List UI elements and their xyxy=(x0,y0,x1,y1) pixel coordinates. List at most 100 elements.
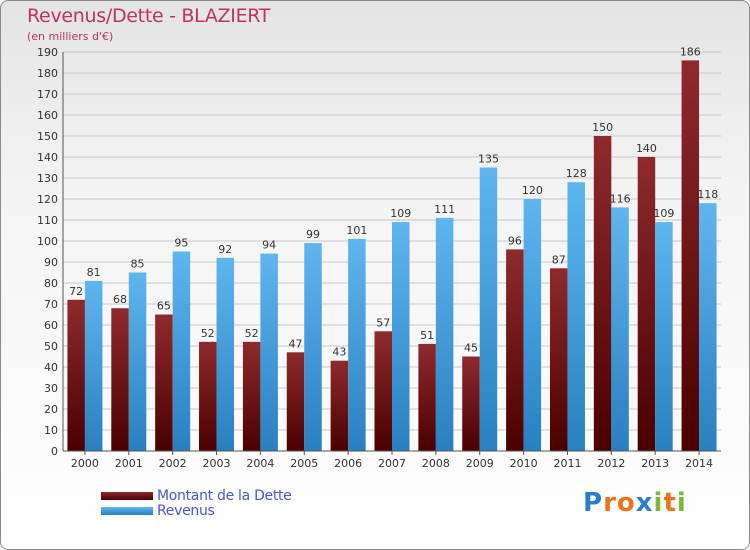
value-label: 99 xyxy=(306,228,320,241)
y-tick-label: 30 xyxy=(44,382,58,395)
y-tick-label: 90 xyxy=(44,256,58,269)
bar-revenus xyxy=(216,257,235,451)
value-label: 128 xyxy=(566,167,587,180)
y-tick-label: 170 xyxy=(37,88,58,101)
logo-letter: i xyxy=(676,488,687,518)
value-label: 116 xyxy=(610,192,631,205)
legend-label-dette: Montant de la Dette xyxy=(157,487,292,504)
bar-dette xyxy=(286,352,305,451)
bars xyxy=(67,60,717,452)
x-tick-label: 2003 xyxy=(203,457,231,470)
bar-revenus xyxy=(392,222,410,451)
bar-dette xyxy=(418,343,436,451)
y-tick-label: 40 xyxy=(44,361,58,374)
y-axis-tick-labels: 0 10 20 30 40 50 60 70 80 90 100 110 120 130 140 150 160… xyxy=(37,46,58,458)
value-label: 72 xyxy=(69,285,83,298)
value-label: 120 xyxy=(522,184,543,197)
y-tick-label: 150 xyxy=(37,130,58,143)
logo-letter: o xyxy=(616,488,636,518)
value-label: 51 xyxy=(420,329,434,342)
legend-item-dette: Montant de la Dette xyxy=(101,487,292,504)
bar-revenus xyxy=(611,207,629,451)
x-tick-label: 2001 xyxy=(115,457,143,470)
bar-revenus xyxy=(479,167,498,451)
bar-revenus xyxy=(128,272,147,451)
x-tick-label: 2007 xyxy=(378,457,406,470)
chart-subtitle: (en milliers d'€) xyxy=(27,30,114,43)
bar-dette xyxy=(374,331,392,451)
chart-title: Revenus/Dette - BLAZIERT xyxy=(27,5,271,27)
value-label: 135 xyxy=(478,153,499,166)
x-tick-label: 2010 xyxy=(510,457,538,470)
y-tick-label: 0 xyxy=(51,445,58,458)
bar-revenus xyxy=(435,217,454,451)
bar-revenus xyxy=(304,243,322,451)
legend-label-revenus: Revenus xyxy=(157,502,215,519)
value-label: 140 xyxy=(636,142,657,155)
x-tick-label: 2008 xyxy=(422,457,450,470)
logo-letter: r xyxy=(603,488,617,518)
bar-revenus xyxy=(699,203,717,451)
y-tick-label: 160 xyxy=(37,109,58,122)
logo-letter: i xyxy=(653,488,664,518)
value-label: 87 xyxy=(552,253,566,266)
y-tick-label: 190 xyxy=(37,46,58,59)
value-label: 101 xyxy=(346,224,367,237)
value-label: 94 xyxy=(262,239,276,252)
y-tick-label: 80 xyxy=(44,277,58,290)
x-tick-label: 2012 xyxy=(597,457,625,470)
bar-revenus xyxy=(567,182,585,451)
value-label: 85 xyxy=(131,258,145,271)
y-tick-label: 10 xyxy=(44,424,58,437)
bar-dette xyxy=(111,308,129,451)
bar-dette xyxy=(242,341,261,451)
x-tick-label: 2006 xyxy=(334,457,362,470)
bar-dette xyxy=(549,268,568,451)
logo-letter: x xyxy=(635,488,654,518)
x-tick-label: 2004 xyxy=(246,457,274,470)
y-tick-label: 130 xyxy=(37,172,58,185)
value-label: 57 xyxy=(376,316,390,329)
bar-revenus xyxy=(655,222,673,451)
bar-revenus xyxy=(260,253,278,451)
value-label: 111 xyxy=(434,203,455,216)
bar-revenus xyxy=(348,238,366,451)
x-tick-label: 2013 xyxy=(641,457,669,470)
bar-dette xyxy=(593,136,612,451)
value-label: 43 xyxy=(332,346,346,359)
y-tick-label: 20 xyxy=(44,403,58,416)
y-tick-label: 100 xyxy=(37,235,58,248)
x-tick-label: 2005 xyxy=(290,457,318,470)
value-label: 52 xyxy=(201,327,215,340)
bar-revenus xyxy=(523,199,542,451)
value-label: 68 xyxy=(113,293,127,306)
legend-item-revenus: Revenus xyxy=(101,502,292,519)
value-labels: 72 81 68 85 65 95 52 92 52 94 47 99 43 101 57 109 51 111 4… xyxy=(69,45,718,358)
x-tick-label: 2011 xyxy=(553,457,581,470)
x-tick-label: 2000 xyxy=(71,457,99,470)
x-tick-label: 2002 xyxy=(159,457,187,470)
bar-dette xyxy=(330,360,349,451)
value-label: 92 xyxy=(218,243,232,256)
legend-swatch-dette xyxy=(101,491,153,500)
bar-revenus xyxy=(172,251,191,451)
value-label: 47 xyxy=(289,337,303,350)
value-label: 109 xyxy=(653,207,674,220)
bar-dette xyxy=(506,249,524,451)
value-label: 109 xyxy=(390,207,411,220)
value-label: 186 xyxy=(680,45,701,58)
value-label: 95 xyxy=(174,237,188,250)
proxiti-logo: Proxiti xyxy=(583,488,687,518)
bar-dette xyxy=(637,157,656,451)
y-tick-label: 110 xyxy=(37,214,58,227)
value-label: 45 xyxy=(464,342,478,355)
chart-legend: Montant de la Dette Revenus xyxy=(101,487,292,519)
y-tick-label: 120 xyxy=(37,193,58,206)
y-tick-label: 60 xyxy=(44,319,58,332)
bar-dette xyxy=(67,299,85,451)
y-tick-label: 50 xyxy=(44,340,58,353)
value-label: 65 xyxy=(157,300,171,313)
legend-swatch-revenus xyxy=(101,506,153,515)
logo-letter: P xyxy=(583,488,604,518)
